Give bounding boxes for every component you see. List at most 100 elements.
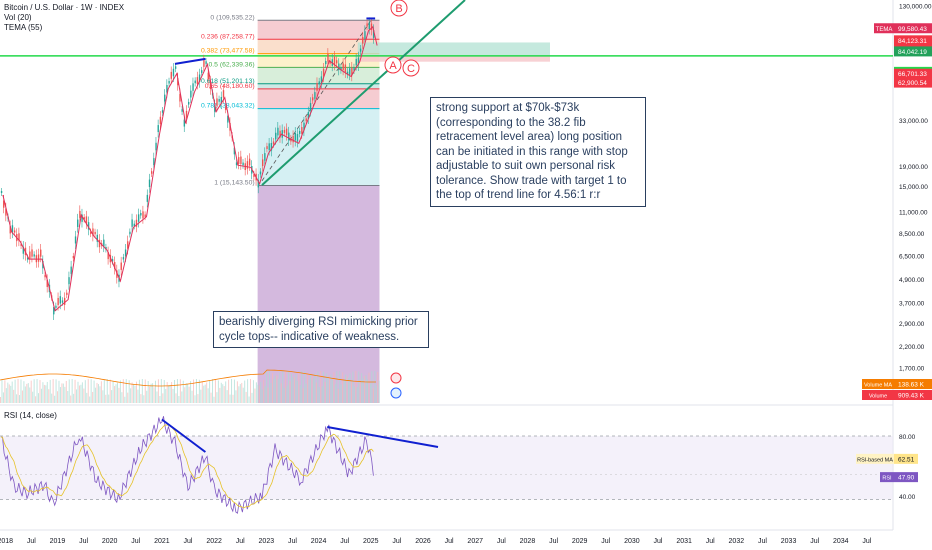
volume-bar [311, 375, 313, 403]
volume-bar [345, 374, 347, 403]
volume-bar [250, 379, 252, 403]
volume-bar [175, 393, 177, 403]
volume-bar [43, 384, 45, 403]
fib-band [257, 39, 380, 54]
candle-body [305, 118, 307, 122]
volume-bar [146, 390, 148, 403]
fib-level-label: 0.382 (73,477.58) [201, 48, 255, 55]
rsi-badge-label: RSI [882, 476, 892, 482]
indicator-tema[interactable]: TEMA (55) [4, 23, 43, 32]
volume-bar [45, 385, 47, 403]
candle-body [364, 31, 366, 39]
volume-bar [377, 372, 379, 403]
candle-body [77, 219, 79, 227]
volume-bar [23, 381, 25, 403]
volume-bar [364, 375, 366, 403]
volume-bar [61, 383, 63, 403]
price-tick-label: 33,000.00 [899, 118, 928, 125]
candle-body [270, 142, 273, 151]
volume-bar [371, 371, 373, 403]
candle-body [253, 174, 255, 177]
price-badge-value: 66,701.33 [898, 71, 927, 78]
volume-bar [276, 375, 278, 403]
volume-ma-line [0, 369, 376, 387]
rsi-tick-40: 40.00 [899, 494, 916, 501]
candle-body [227, 115, 229, 123]
support-note[interactable]: strong support at $70k-$73k (correspondi… [430, 97, 646, 207]
price-tick-label: 11,000.00 [899, 210, 928, 217]
volume-bar [184, 387, 186, 403]
volume-bar [70, 395, 72, 403]
candle-body [90, 231, 92, 234]
volume-bar [333, 372, 335, 403]
volume-bar [134, 385, 136, 403]
time-tick-label: Jul [27, 538, 36, 545]
volume-bar [348, 377, 350, 403]
fib-band [257, 20, 380, 40]
fib-dashed-path [261, 20, 372, 182]
volume-bar [11, 381, 13, 403]
volume-bar [140, 394, 142, 403]
candle-body [209, 81, 212, 90]
candle-body [46, 279, 48, 287]
volume-bar [235, 390, 237, 403]
volume-bar [374, 371, 376, 403]
candle-body [238, 157, 240, 164]
volume-bar [236, 381, 238, 403]
volume-bar [271, 372, 273, 403]
candle-body [320, 76, 323, 84]
time-tick-label: Jul [288, 538, 297, 545]
volume-bar [315, 382, 317, 403]
candle-body [174, 66, 177, 69]
candle-body [159, 116, 162, 125]
candle-body [183, 119, 186, 127]
volume-bar [128, 380, 130, 403]
volume-bar [191, 390, 193, 403]
time-tick-label: 2026 [415, 538, 431, 545]
candle-body [314, 92, 316, 99]
rsi-legend[interactable]: RSI (14, close) [4, 411, 57, 420]
time-tick-label: 2023 [259, 538, 275, 545]
candle-body [362, 37, 364, 44]
wave-label-circle [384, 56, 402, 74]
volume-bar [323, 371, 325, 403]
volume-bar [32, 391, 34, 403]
candle-body [29, 251, 31, 259]
candle-body [155, 142, 157, 151]
candle-body [275, 132, 277, 140]
rsi-divergence-2024 [327, 426, 439, 448]
candle-body [161, 110, 164, 113]
volume-bar [225, 381, 227, 403]
price-tick-label: 19,000.00 [899, 164, 928, 171]
volume-bar [17, 379, 19, 403]
candle-body [0, 191, 3, 194]
candle-body [105, 247, 107, 250]
candle-body [220, 96, 223, 104]
volume-bar [30, 380, 32, 403]
candle-body [224, 107, 227, 110]
volume-bar [231, 379, 233, 403]
volume-bar [71, 379, 73, 403]
trade-stop-zone [357, 55, 550, 62]
volume-bar [95, 387, 97, 403]
symbol-title[interactable]: Bitcoin / U.S. Dollar · 1W · INDEX [4, 3, 125, 12]
volume-bar [10, 385, 12, 403]
volume-bar [337, 388, 339, 403]
volume-bar [343, 380, 345, 403]
rsi-note[interactable]: bearishly diverging RSI mimicking prior … [213, 311, 429, 348]
candle-body [116, 270, 118, 278]
indicator-volume[interactable]: Vol (20) [4, 13, 32, 22]
volume-bar [74, 379, 76, 403]
candle-body [74, 236, 77, 244]
volume-bar [81, 382, 83, 403]
volume-bar [141, 379, 143, 403]
volume-bar [80, 384, 82, 403]
volume-bar [137, 389, 139, 403]
candle-body [298, 131, 301, 134]
candle-body [342, 63, 344, 70]
candle-body [68, 277, 70, 285]
volume-bar [77, 381, 79, 403]
volume-bar [157, 379, 159, 403]
price-badge-bg [894, 68, 932, 79]
